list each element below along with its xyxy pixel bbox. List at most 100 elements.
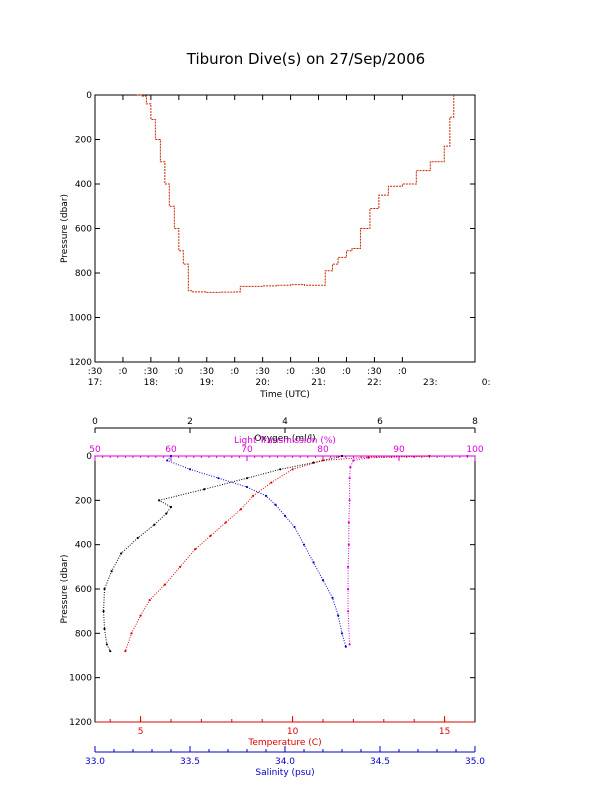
y-tick-label: 1000 xyxy=(69,674,92,684)
temperature-tick-label: 5 xyxy=(138,727,144,737)
plot1-frame xyxy=(94,94,476,363)
light-point xyxy=(348,499,351,502)
temperature-axis-label: Temperature (C) xyxy=(247,738,321,748)
oxygen-point xyxy=(109,649,112,653)
temperature-point xyxy=(124,649,127,653)
oxygen-point xyxy=(165,512,168,515)
oxygen-profile-line xyxy=(103,455,343,652)
light-tick-label: 90 xyxy=(393,445,405,455)
salinity-point xyxy=(188,468,192,471)
temperature-point xyxy=(163,583,167,586)
oxygen-point xyxy=(102,610,105,613)
y-tick-label: 800 xyxy=(75,629,92,639)
light-tick-label: 60 xyxy=(165,445,177,455)
salinity-point xyxy=(274,503,277,506)
salinity-profile-line xyxy=(166,455,347,647)
x-axis-label: Time (UTC) xyxy=(259,390,310,400)
salinity-point xyxy=(217,477,220,480)
x-tick-minute: :30 xyxy=(200,367,215,377)
temperature-point xyxy=(194,548,197,551)
salinity-point xyxy=(331,596,334,599)
oxygen-point xyxy=(169,505,173,509)
temperature-point xyxy=(148,598,151,602)
x-tick-minute: :30 xyxy=(144,367,159,377)
light-tick-label: 50 xyxy=(89,445,101,455)
salinity-tick-label: 35.0 xyxy=(465,757,485,767)
salinity-axis-label: Salinity (psu) xyxy=(255,768,314,778)
temperature-point xyxy=(209,534,212,537)
x-tick-minute: :30 xyxy=(311,367,326,377)
x-tick-hour: 20: xyxy=(255,378,269,388)
salinity-point xyxy=(169,454,173,458)
temperature-point xyxy=(139,614,142,617)
temperature-tick-label: 15 xyxy=(439,727,450,737)
oxygen-point xyxy=(340,454,344,458)
oxygen-tick-label: 4 xyxy=(282,417,288,427)
oxygen-point xyxy=(103,587,106,591)
x-tick-minute: :30 xyxy=(255,367,270,377)
x-tick-hour: 18: xyxy=(144,378,158,388)
oxygen-point xyxy=(203,488,206,491)
oxygen-tick-label: 6 xyxy=(377,417,383,427)
y-tick-label: 800 xyxy=(75,269,92,279)
oxygen-point xyxy=(245,477,249,480)
salinity-point xyxy=(283,514,287,517)
temperature-point xyxy=(291,468,294,471)
y-tick-label: 600 xyxy=(75,585,92,595)
salinity-point xyxy=(321,579,325,582)
light-point xyxy=(348,643,351,646)
temperature-point xyxy=(367,456,370,459)
salinity-point xyxy=(340,632,344,635)
light-profile-line xyxy=(347,455,468,645)
x-tick-hour: 21: xyxy=(311,378,325,388)
salinity-tick-label: 34.5 xyxy=(370,757,390,767)
y-axis-label: Pressure (dbar) xyxy=(60,194,70,263)
temperature-point xyxy=(179,565,182,568)
oxygen-point xyxy=(158,499,161,502)
x-tick-hour: 17: xyxy=(88,378,102,388)
x-tick-hour: 23: xyxy=(423,378,437,388)
temperature-point xyxy=(130,632,133,635)
oxygen-point xyxy=(110,570,113,573)
light-point xyxy=(347,543,350,546)
y-tick-label: 1000 xyxy=(69,314,92,324)
temperature-point xyxy=(428,454,431,458)
salinity-point xyxy=(344,645,347,648)
temperature-point xyxy=(270,481,273,484)
x-tick-minute: :30 xyxy=(367,367,382,377)
salinity-tick-label: 33.0 xyxy=(85,757,105,767)
y-tick-label: 200 xyxy=(75,136,92,146)
temperature-profile-line xyxy=(124,455,430,652)
light-axis-label: Light Transmission (%) xyxy=(234,436,336,446)
salinity-point xyxy=(166,459,169,462)
temperature-point xyxy=(239,508,243,511)
oxygen-tick-label: 0 xyxy=(92,417,98,427)
y-tick-label: 400 xyxy=(75,541,92,551)
light-point xyxy=(346,610,350,613)
x-tick-minute: :0 xyxy=(230,367,239,377)
y-axis-label: Pressure (dbar) xyxy=(60,555,70,624)
temperature-tick-label: 10 xyxy=(287,727,299,737)
x-tick-minute: :0 xyxy=(174,367,183,377)
oxygen-point xyxy=(153,523,156,526)
salinity-point xyxy=(264,494,268,497)
x-tick-minute: :0 xyxy=(286,367,295,377)
y-tick-label: 200 xyxy=(75,496,92,506)
plot2-frame xyxy=(94,455,476,723)
y-tick-label: 600 xyxy=(75,225,92,235)
light-point xyxy=(466,454,469,458)
oxygen-axis-label: Oxygen (ml/l) xyxy=(254,434,315,444)
x-tick-minute: :0 xyxy=(119,367,128,377)
light-point xyxy=(349,465,352,469)
light-point xyxy=(347,521,350,524)
temperature-point xyxy=(321,459,325,462)
salinity-point xyxy=(337,614,340,617)
y-tick-label: 0 xyxy=(86,91,92,101)
y-tick-label: 1200 xyxy=(69,718,92,728)
temperature-point xyxy=(224,521,227,524)
light-point xyxy=(352,459,355,462)
oxygen-point xyxy=(120,552,123,555)
oxygen-point xyxy=(105,643,108,646)
salinity-point xyxy=(302,543,306,546)
